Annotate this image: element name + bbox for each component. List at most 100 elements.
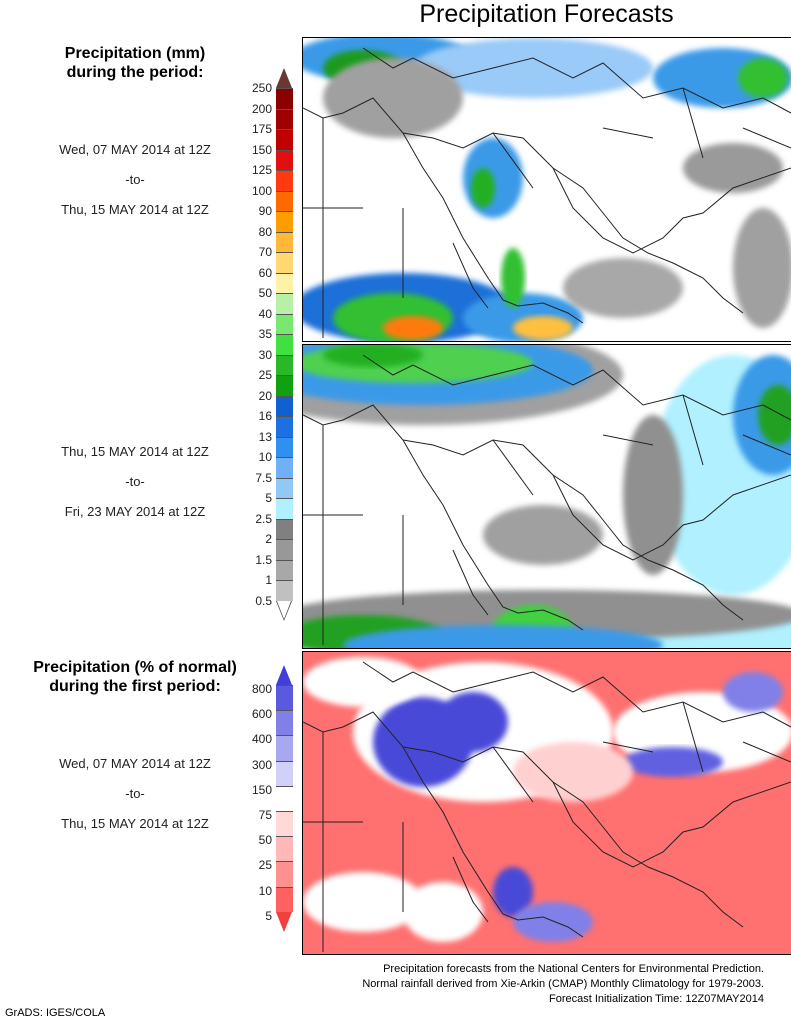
colorbar-label: 175 [251,122,272,136]
colorbar-label: 5 [265,908,272,923]
precip-contour [403,882,483,942]
colorbar-label: 50 [258,833,272,848]
colorbar-label: 200 [251,101,272,116]
colorbar-segment [276,395,293,416]
border-line [452,242,489,309]
precip-contour [343,625,663,648]
colorbar-segment [276,272,293,293]
border-line [552,781,791,868]
precip-contour [623,747,723,777]
colorbar-segment [276,539,293,560]
colorbar-segment [276,810,293,837]
colorbar-label: 150 [251,142,272,157]
end-date: Fri, 23 MAY 2014 at 12Z [64,504,206,519]
colorbar-segment [276,129,293,150]
footer-notes: Precipitation forecasts from the Nationa… [362,962,764,1007]
precip-contour [493,867,533,917]
precip-contour [323,58,463,138]
colorbar-label: 10 [258,450,272,464]
precip-contour [383,316,443,340]
border-line [402,746,744,928]
date-sep: -to- [125,474,145,489]
precip-contour [303,872,423,932]
colorbar-label: 250 [251,81,272,95]
border-line [402,439,744,621]
border-line [452,856,489,923]
over-arrow [276,68,292,88]
start-date: Wed, 07 MAY 2014 at 12Z [59,142,211,157]
precip-contour [563,258,683,318]
colorbar-segment [276,886,293,912]
border-line [362,354,791,421]
precip-contour [438,692,508,752]
colorbar-label: 30 [258,347,272,362]
colorbar-segment [276,498,293,519]
border-line [552,167,791,254]
precip-contour [303,657,423,707]
end-date: Thu, 15 MAY 2014 at 12Z [61,816,209,831]
border-line [362,661,791,728]
date-sep: -to- [125,172,145,187]
colorbar-segment [276,88,293,109]
border-line [452,549,489,616]
footer-line: Precipitation forecasts from the Nationa… [383,963,764,975]
colorbar-label: 125 [251,163,272,177]
colorbar-label: 80 [258,224,272,239]
colorbar-label: 70 [258,245,272,259]
panel1-heading: Precipitation (mm) during the period: [0,44,270,82]
colorbar-label: 10 [258,883,272,898]
colorbar-label: 150 [251,782,272,797]
precip-contour [501,248,525,308]
colorbar-segment [276,108,293,129]
heading-line: during the first period: [49,678,221,695]
colorbar-segment [276,861,293,887]
panel3-dates: Wed, 07 MAY 2014 at 12Z -to- Thu, 15 MAY 2… [0,756,270,846]
colorbar-label: 1.5 [255,552,272,567]
colorbar-label: 100 [251,183,272,198]
colorbar-label: 1 [265,573,272,587]
start-date: Thu, 15 MAY 2014 at 12Z [61,444,209,459]
precip-contour [323,345,423,367]
colorbar-segment [276,710,293,736]
under-arrow [276,911,292,932]
colorbar-segment [276,313,293,334]
colorbar-segment [276,170,293,191]
page-title: Precipitation Forecasts [419,0,674,28]
colorbar-label: 40 [258,306,272,321]
border-line [303,404,584,631]
precip-contour [513,902,593,942]
colorbar-segment [276,580,293,601]
border-line [303,701,791,912]
colorbar-segment [276,252,293,273]
start-date: Wed, 07 MAY 2014 at 12Z [59,756,211,771]
panel3-heading: Precipitation (% of normal) during the fi… [0,658,270,696]
colorbar-segment [276,457,293,478]
colorbar-segment [276,477,293,498]
map-percent-normal [302,651,791,955]
percent-colorbar [276,665,293,932]
precip-contour [513,742,633,802]
precip-contour [723,672,783,712]
footer-line: Forecast Initialization Time: 12Z07MAY20… [548,993,764,1005]
precip-contour [758,385,791,445]
colorbar-segment [276,735,293,761]
colorbar-label: 0.5 [255,593,272,608]
colorbar-label: 90 [258,204,272,218]
precip-contour [471,168,495,208]
map-precip-period1 [302,37,791,342]
colorbar-segment [276,149,293,170]
colorbar-label: 16 [258,409,272,423]
footer-line: Normal rainfall derived from Xie-Arkin (… [362,978,764,990]
precip-contour [513,316,573,340]
precip-contour [738,58,788,98]
colorbar-label: 400 [251,732,272,747]
colorbar-segment [276,334,293,355]
colorbar-segment [276,760,293,786]
colorbar-segment [276,685,293,711]
panel2-dates: Thu, 15 MAY 2014 at 12Z -to- Fri, 23 MAY 2… [0,444,270,534]
precip-contour [483,505,603,565]
colorbar-label: 35 [258,327,272,341]
colorbar-label: 50 [258,286,272,300]
heading-line: Precipitation (% of normal) [33,659,237,676]
border-line [362,47,791,114]
